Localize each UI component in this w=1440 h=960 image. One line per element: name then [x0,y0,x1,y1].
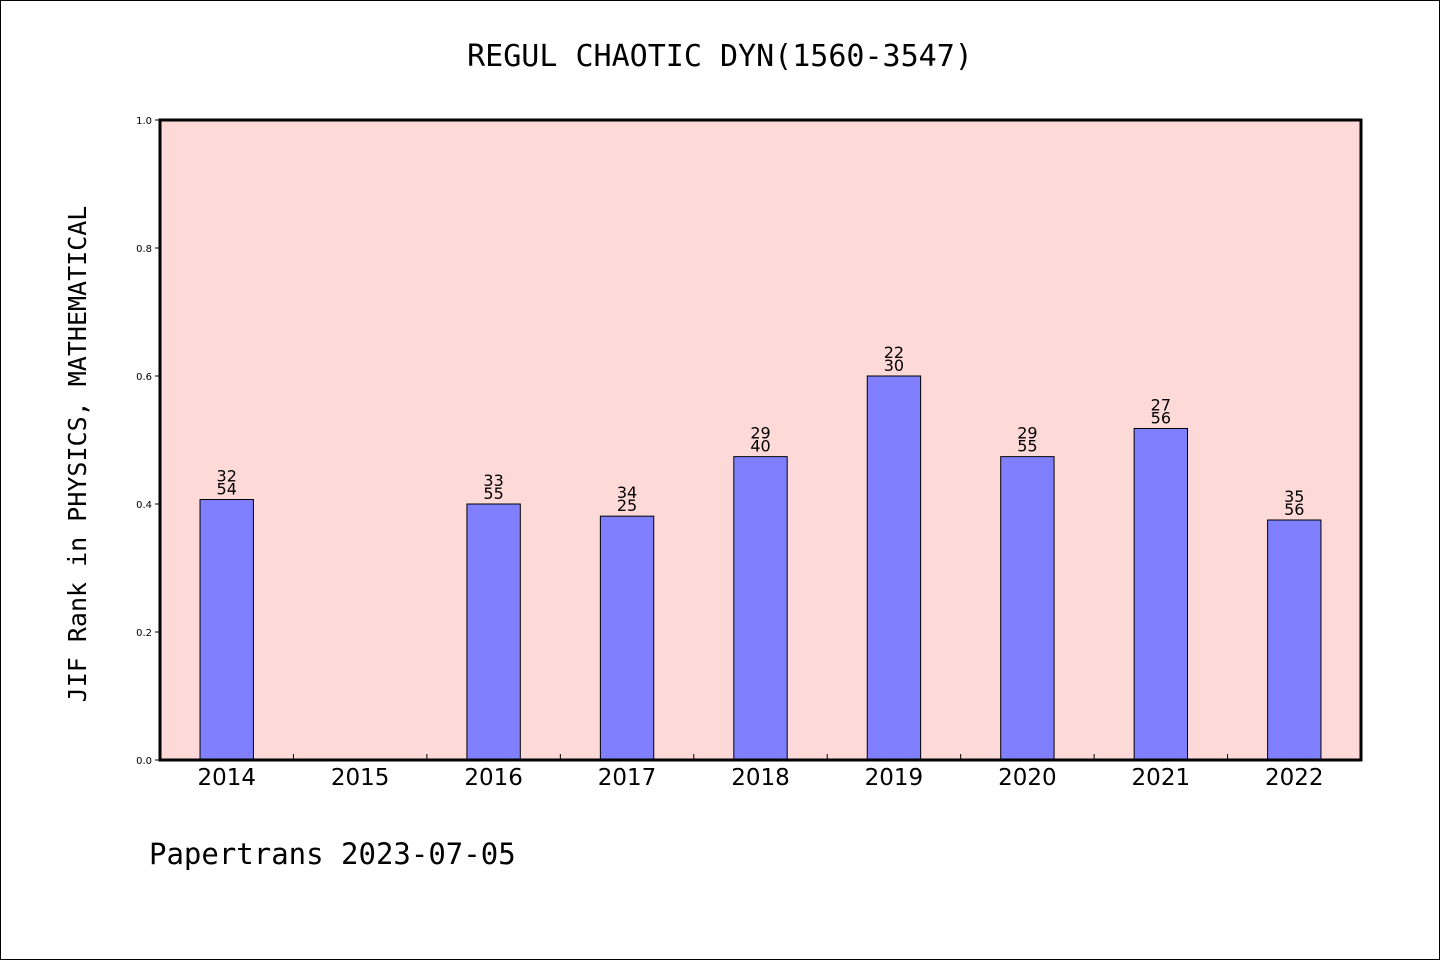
y-axis: 0.0 0.2 0.4 0.6 0.8 1.0 [136,116,160,767]
bar-2017 [599,515,655,761]
plot-border [158,118,1363,762]
bars-group [199,375,1322,761]
bar-label-rank: 29 [750,424,770,443]
bar-label-total: 25 [617,496,637,515]
bar-label-total: 55 [483,484,503,503]
y-tick-label: 0.0 [136,756,152,767]
bar-label-rank: 34 [617,483,637,502]
y-tick-label: 0.4 [136,500,152,511]
bar-label-rank: 22 [884,343,904,362]
bar-2021 [1133,427,1189,761]
x-tick-label: 2022 [1265,765,1324,791]
bar-label-total: 54 [217,480,237,499]
x-tick-label: 2018 [731,765,790,791]
bar-2020 [1000,456,1055,761]
bar-label-total: 55 [1017,437,1037,456]
x-tick-label: 2016 [464,765,523,791]
x-tick-label: 2019 [865,765,924,791]
bar-2022 [1267,519,1322,761]
x-tick-label: 2020 [998,765,1057,791]
bar-label-total: 30 [884,356,904,375]
bar-label-rank: 35 [1284,487,1304,506]
y-axis-label: JIF Rank in PHYSICS, MATHEMATICAL [63,206,92,703]
bar-label-rank: 27 [1151,395,1171,414]
bar-label-rank: 32 [217,467,237,486]
bar-2019 [866,375,922,761]
bar-2018 [733,456,788,761]
bar-2014 [199,499,254,761]
bar-label-total: 56 [1284,500,1304,519]
y-tick-label: 0.6 [136,372,152,383]
x-tick-label: 2021 [1132,765,1191,791]
x-tick-label: 2017 [598,765,657,791]
x-tick-label: 2014 [197,765,256,791]
y-tick-label: 0.8 [136,244,152,255]
chart-title: REGUL CHAOTIC DYN(1560-3547) [467,39,973,74]
bar-label-rank: 29 [1017,424,1037,443]
x-tick-label: 2015 [331,765,390,791]
y-tick-label: 0.2 [136,628,152,639]
footer-text: Papertrans 2023-07-05 [149,837,516,871]
x-axis: 2014 2015 2016 2017 2018 2019 2020 2021 2022 [197,754,1324,791]
bar-label-total: 40 [750,437,770,456]
bar-label-rank: 33 [483,471,503,490]
bar-label-total: 56 [1151,408,1171,427]
bar-2016 [466,503,521,761]
y-tick-label: 1.0 [136,116,152,127]
